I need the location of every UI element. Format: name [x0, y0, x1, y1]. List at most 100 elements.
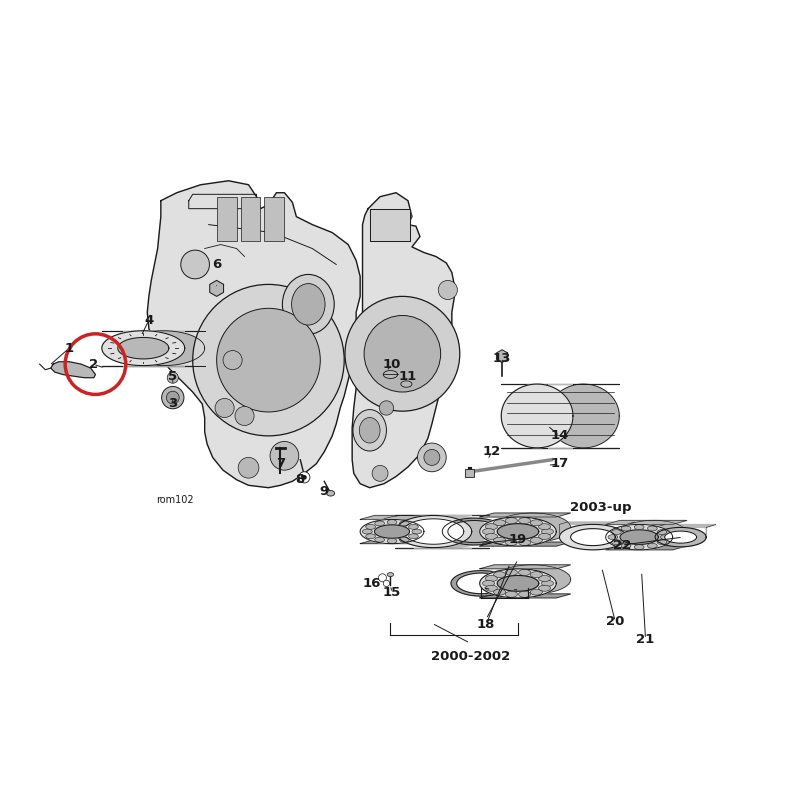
Ellipse shape	[399, 538, 410, 542]
Text: 20: 20	[606, 615, 625, 628]
Polygon shape	[480, 517, 556, 546]
Ellipse shape	[530, 589, 542, 595]
Polygon shape	[607, 537, 622, 541]
Ellipse shape	[530, 538, 542, 543]
Circle shape	[215, 398, 234, 418]
Ellipse shape	[506, 591, 518, 598]
Text: 2: 2	[89, 358, 98, 370]
Ellipse shape	[542, 529, 554, 534]
Text: 22: 22	[613, 538, 630, 551]
Text: 18: 18	[477, 618, 495, 631]
Polygon shape	[374, 525, 410, 538]
Ellipse shape	[494, 571, 506, 578]
Ellipse shape	[518, 570, 530, 575]
Ellipse shape	[506, 539, 518, 546]
Ellipse shape	[661, 534, 670, 539]
Text: 5: 5	[168, 370, 178, 382]
Ellipse shape	[374, 521, 385, 526]
Text: 17: 17	[550, 458, 569, 470]
Text: 14: 14	[550, 430, 569, 442]
Bar	[241, 197, 261, 241]
Polygon shape	[362, 524, 377, 528]
Bar	[465, 470, 474, 478]
Text: 2000-2002: 2000-2002	[430, 650, 510, 663]
Polygon shape	[422, 524, 438, 528]
Polygon shape	[480, 594, 570, 598]
Ellipse shape	[486, 586, 498, 591]
Ellipse shape	[518, 518, 530, 524]
Polygon shape	[554, 532, 570, 536]
Text: 3: 3	[168, 398, 178, 410]
Polygon shape	[370, 209, 410, 241]
Ellipse shape	[486, 575, 498, 582]
Ellipse shape	[518, 539, 530, 546]
Polygon shape	[122, 330, 205, 366]
Polygon shape	[554, 575, 570, 579]
Polygon shape	[480, 542, 570, 546]
Ellipse shape	[494, 589, 506, 595]
Ellipse shape	[621, 526, 631, 531]
Ellipse shape	[518, 591, 530, 598]
Polygon shape	[482, 584, 497, 588]
Circle shape	[345, 296, 460, 411]
Polygon shape	[498, 575, 538, 591]
Ellipse shape	[409, 534, 418, 538]
Polygon shape	[547, 384, 619, 448]
Ellipse shape	[359, 418, 380, 443]
Polygon shape	[451, 570, 509, 596]
Ellipse shape	[657, 530, 667, 534]
Ellipse shape	[611, 530, 622, 534]
Circle shape	[166, 391, 179, 404]
Ellipse shape	[530, 571, 542, 578]
Text: 19: 19	[509, 533, 527, 546]
Circle shape	[379, 401, 394, 415]
Ellipse shape	[530, 520, 542, 526]
Polygon shape	[620, 530, 658, 544]
Ellipse shape	[542, 580, 554, 586]
Polygon shape	[480, 513, 570, 517]
Circle shape	[438, 281, 458, 299]
Text: 12: 12	[482, 446, 501, 458]
Ellipse shape	[621, 543, 631, 548]
Polygon shape	[494, 513, 570, 542]
Polygon shape	[374, 515, 438, 540]
Polygon shape	[480, 569, 556, 598]
Circle shape	[298, 472, 310, 483]
Circle shape	[235, 406, 254, 426]
Polygon shape	[360, 540, 438, 544]
Circle shape	[372, 466, 388, 482]
Polygon shape	[210, 281, 223, 296]
Text: 13: 13	[493, 352, 511, 365]
Bar	[265, 197, 285, 241]
Circle shape	[162, 386, 184, 409]
Ellipse shape	[494, 520, 506, 526]
Ellipse shape	[374, 538, 385, 542]
Ellipse shape	[482, 580, 494, 586]
Ellipse shape	[387, 520, 397, 525]
Ellipse shape	[482, 529, 494, 534]
Ellipse shape	[647, 526, 658, 531]
Polygon shape	[480, 565, 570, 569]
Ellipse shape	[366, 534, 375, 538]
Ellipse shape	[647, 543, 658, 548]
Polygon shape	[395, 515, 472, 548]
Ellipse shape	[409, 524, 418, 530]
Text: 21: 21	[637, 633, 654, 646]
Polygon shape	[102, 330, 185, 366]
Polygon shape	[442, 518, 503, 545]
Circle shape	[181, 250, 210, 279]
Bar	[217, 197, 237, 241]
Ellipse shape	[282, 274, 334, 334]
Text: 16: 16	[363, 577, 382, 590]
Polygon shape	[559, 525, 626, 550]
Ellipse shape	[494, 538, 506, 543]
Polygon shape	[362, 531, 377, 535]
Text: rom102: rom102	[156, 494, 194, 505]
Ellipse shape	[538, 586, 550, 591]
Polygon shape	[620, 521, 687, 546]
Ellipse shape	[506, 570, 518, 575]
Ellipse shape	[401, 381, 412, 387]
Polygon shape	[403, 519, 464, 544]
Polygon shape	[413, 515, 490, 548]
Polygon shape	[570, 529, 615, 546]
